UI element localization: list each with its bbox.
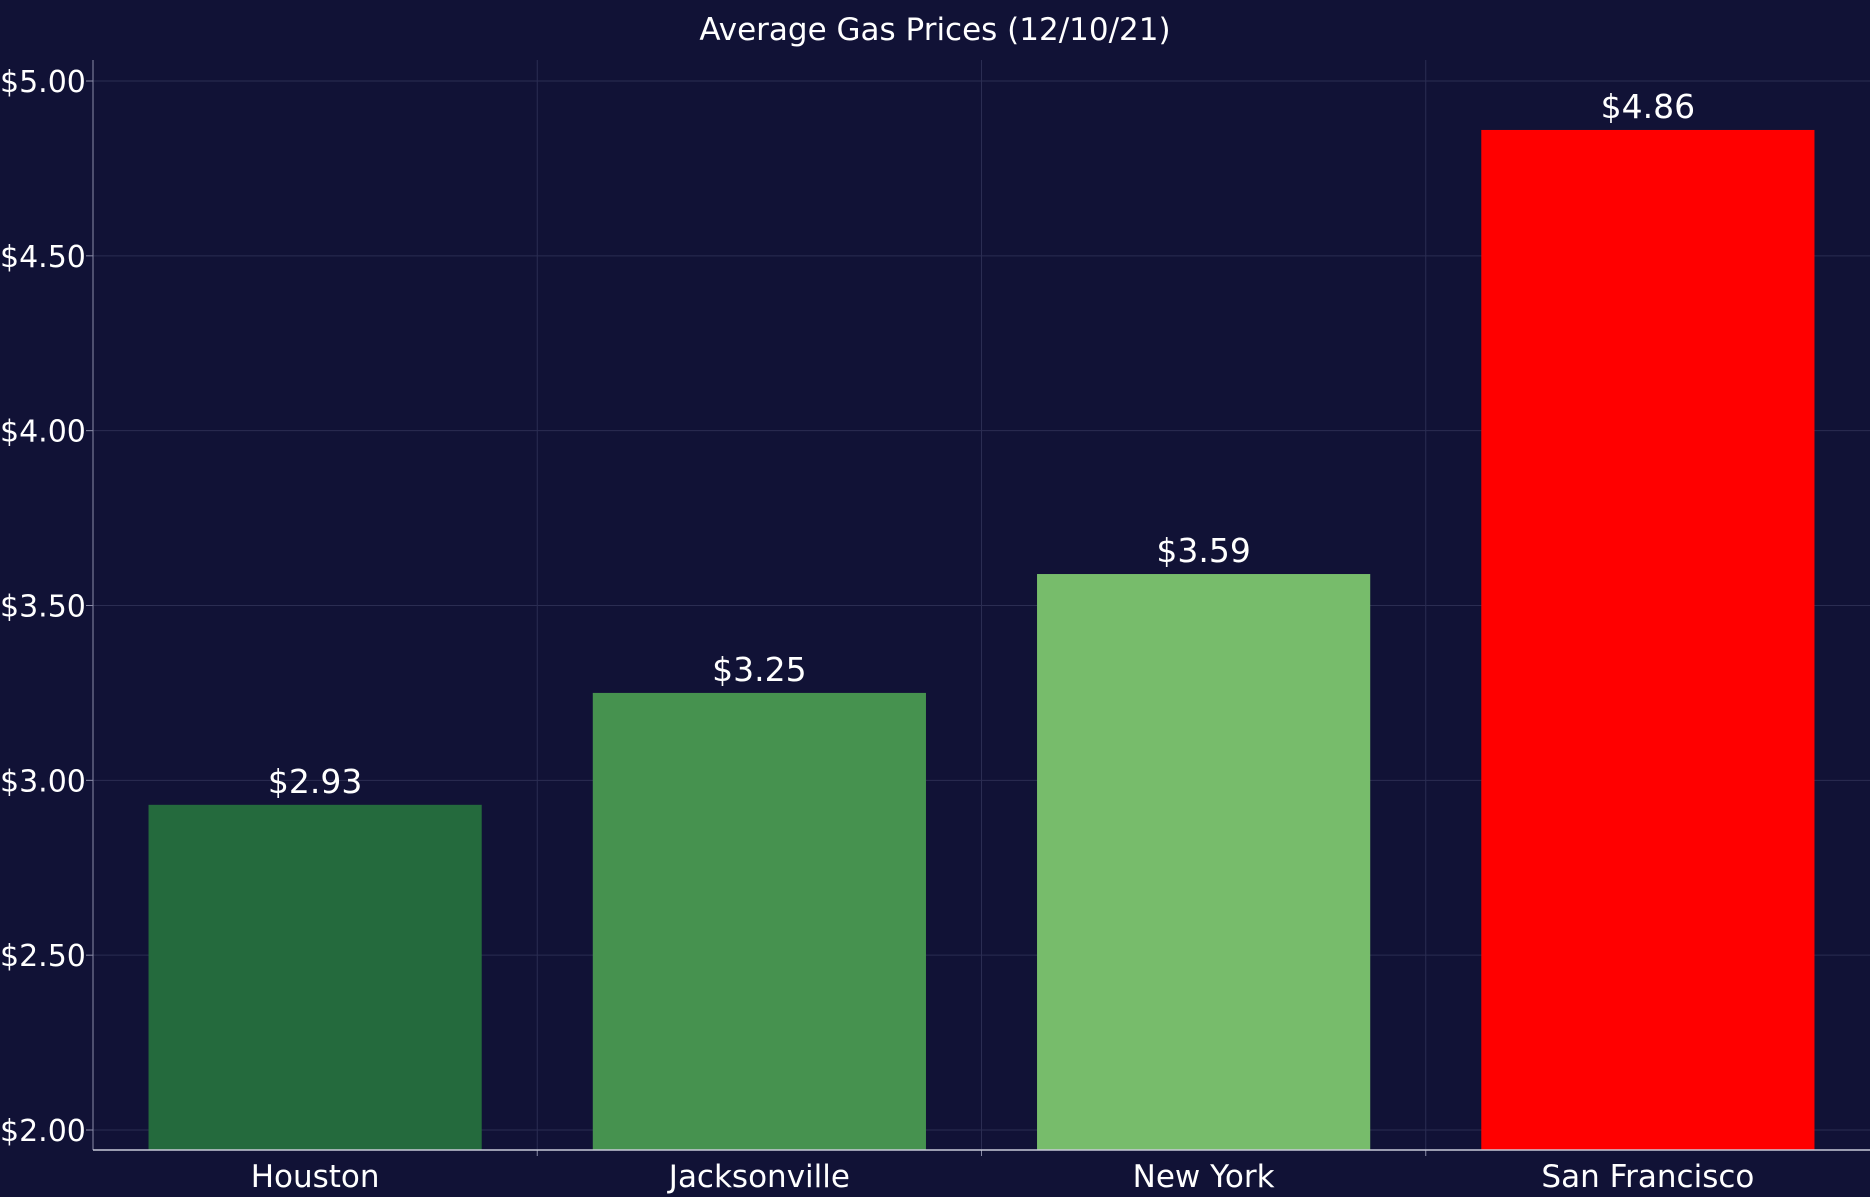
bar-value-label: $4.86	[1601, 87, 1695, 126]
y-tick-label: $4.00	[0, 415, 86, 450]
bar	[1481, 129, 1815, 1150]
y-tick-label: $3.50	[0, 590, 86, 625]
y-tick-label: $2.00	[0, 1114, 86, 1149]
labels: $2.00 $2.50 $3.00 $3.50 $4.00 $4.50 $5.00 $2.93…	[0, 65, 1754, 1195]
bar-value-label: $2.93	[268, 762, 362, 801]
y-tick-label: $3.00	[0, 764, 86, 799]
y-tick-label: $5.00	[0, 65, 86, 100]
bar-value-label: $3.59	[1156, 531, 1250, 570]
axes	[86, 60, 1870, 1156]
bar	[1037, 574, 1371, 1150]
x-category-label: San Francisco	[1541, 1159, 1754, 1195]
bar	[592, 692, 926, 1150]
bar-value-label: $3.25	[712, 650, 806, 689]
bar	[148, 804, 482, 1150]
y-tick-label: $2.50	[0, 939, 86, 974]
x-category-label: Jacksonville	[667, 1159, 850, 1195]
bars	[148, 129, 1815, 1150]
x-category-label: Houston	[251, 1159, 380, 1195]
x-category-label: New York	[1133, 1159, 1275, 1195]
chart-title: Average Gas Prices (12/10/21)	[699, 12, 1170, 48]
y-tick-label: $4.50	[0, 240, 86, 275]
